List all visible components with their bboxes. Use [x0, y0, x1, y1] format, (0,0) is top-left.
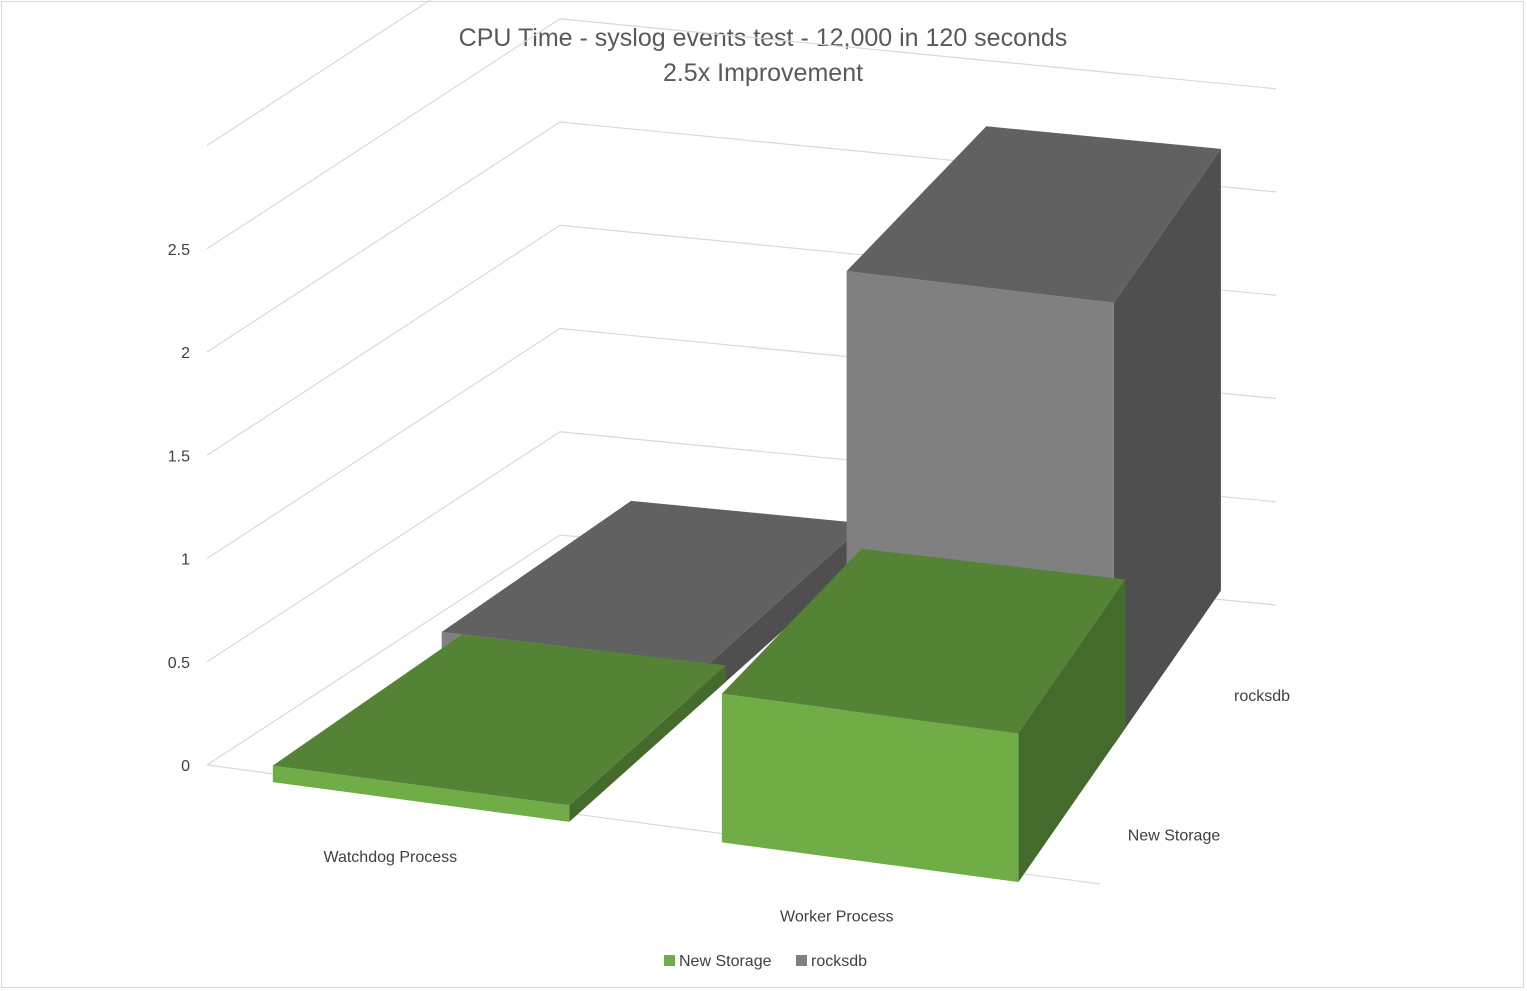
bar-new-storage-watchdog-process-top: [272, 634, 726, 806]
legend: New Storage rocksdb: [664, 953, 867, 970]
bars: [272, 126, 1221, 883]
bar-rocksdb-worker-process-top: [846, 126, 1221, 303]
bar-rocksdb-watchdog-process-side: [709, 523, 866, 697]
legend-swatch-new-storage: [664, 955, 675, 966]
depth-label-new-storage: New Storage: [1128, 827, 1221, 844]
y-axis-ticks: 0 0.5 1 1.5 2 2.5: [168, 242, 190, 775]
depth-axis-labels: New Storage rocksdb: [1128, 688, 1290, 845]
bar-new-storage-watchdog-process-front: [272, 765, 570, 822]
x-axis-categories: Watchdog Process Worker Process: [323, 849, 893, 926]
chart-title: CPU Time - syslog events test - 12,000 i…: [459, 24, 1068, 52]
bar-new-storage-worker-process: [721, 548, 1126, 883]
legend-swatch-rocksdb: [796, 955, 807, 966]
chart-subtitle: 2.5x Improvement: [663, 59, 863, 87]
y-tick-label-3: 1.5: [168, 448, 190, 465]
bar-new-storage-watchdog-process: [272, 634, 726, 822]
y-tick-label-1: 0.5: [168, 655, 190, 672]
y-tick-label-2: 1: [181, 552, 190, 569]
gridline-6: [206, 0, 432, 147]
bar-new-storage-worker-process-side: [1018, 579, 1126, 883]
gridline-5: [206, 18, 1277, 250]
legend-label-new-storage: New Storage: [679, 953, 772, 970]
legend-label-rocksdb: rocksdb: [811, 953, 867, 970]
category-label-watchdog-process: Watchdog Process: [323, 849, 457, 866]
y-tick-label-5: 2.5: [168, 242, 190, 259]
bar-rocksdb-worker-process-side: [1113, 148, 1221, 745]
bar-new-storage-worker-process-front: [721, 693, 1019, 883]
category-label-worker-process: Worker Process: [780, 908, 894, 925]
depth-label-rocksdb: rocksdb: [1234, 688, 1290, 705]
bar-new-storage-worker-process-top: [721, 548, 1126, 734]
y-tick-label-0: 0: [181, 758, 190, 775]
y-tick-label-4: 2: [181, 345, 190, 362]
bar-rocksdb-watchdog-process-top: [441, 500, 866, 664]
bar-new-storage-watchdog-process-side: [569, 665, 726, 822]
